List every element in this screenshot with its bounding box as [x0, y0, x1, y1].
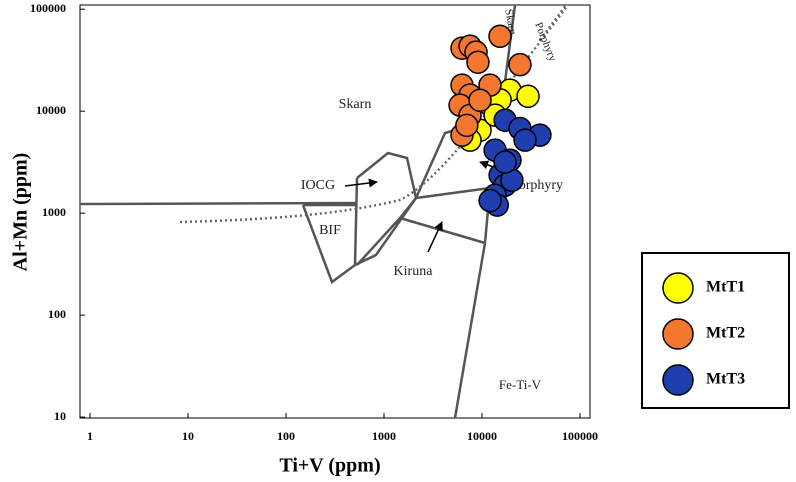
data-point — [493, 150, 517, 174]
field-label: Porphyry — [532, 21, 559, 64]
x-axis-title: Ti+V (ppm) — [279, 455, 380, 477]
y-tick-label: 10 — [54, 409, 66, 423]
x-tick-label: 1000 — [372, 429, 396, 443]
field-label: BIF — [319, 223, 341, 238]
legend-marker — [662, 272, 694, 304]
data-point — [478, 188, 502, 213]
data-point — [466, 50, 490, 74]
x-tick-label: 100 — [277, 429, 295, 443]
data-point — [508, 52, 532, 77]
x-tick-label: 10 — [182, 429, 194, 443]
field-label: Fe-Ti-V — [499, 377, 542, 392]
y-tick-label: 100 — [48, 307, 66, 321]
y-tick-label: 10000 — [36, 103, 66, 117]
data-point — [455, 113, 479, 138]
legend-label: MtT3 — [706, 371, 745, 388]
field-label: IOCG — [301, 178, 335, 193]
data-point — [513, 128, 537, 152]
field-label: Porphyry — [511, 178, 563, 193]
field-label: Kiruna — [394, 264, 434, 279]
legend-label: MtT1 — [706, 279, 745, 296]
plot-frame — [79, 4, 591, 419]
field-label: Skarn — [339, 97, 372, 112]
y-tick-label: 1000 — [42, 205, 66, 219]
x-tick-label: 100000 — [562, 429, 598, 443]
data-point — [468, 88, 492, 113]
data-point — [516, 84, 540, 109]
legend-marker — [662, 318, 694, 350]
data-point — [488, 24, 512, 49]
legend-marker — [662, 364, 694, 396]
legend-label: MtT2 — [706, 325, 745, 342]
y-tick-label: 100000 — [30, 1, 66, 15]
y-axis-title: Al+Mn (ppm) — [10, 153, 32, 272]
x-tick-label: 10000 — [467, 429, 497, 443]
x-tick-label: 1 — [87, 429, 93, 443]
